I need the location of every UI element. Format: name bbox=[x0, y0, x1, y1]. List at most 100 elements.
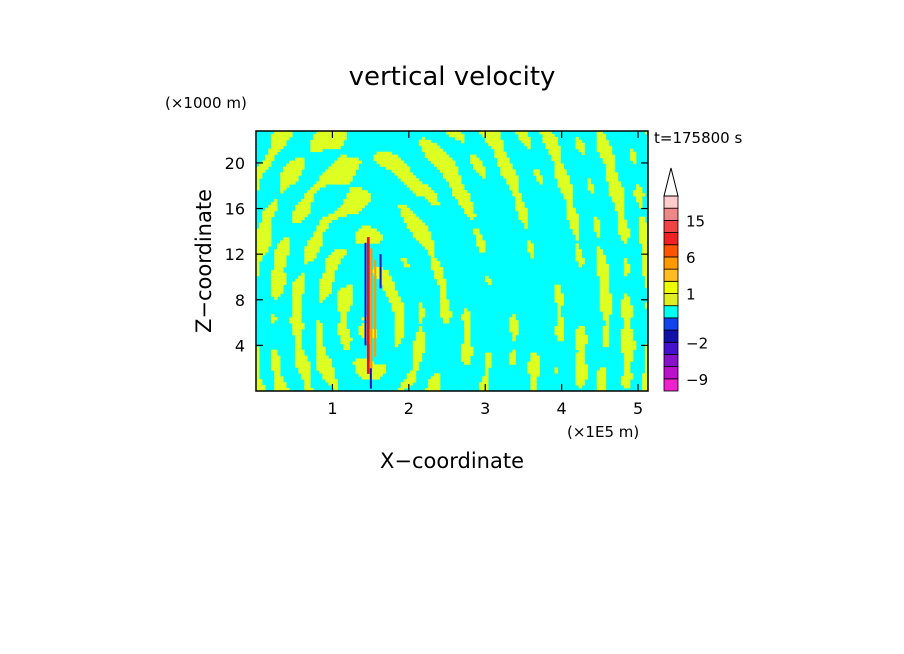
contour-positive-region bbox=[524, 222, 528, 226]
contour-positive-region bbox=[400, 207, 411, 212]
contour-positive-region bbox=[638, 225, 648, 229]
contour-positive-region bbox=[512, 193, 522, 197]
contour-positive-region bbox=[599, 284, 610, 288]
contour-positive-region bbox=[587, 187, 595, 191]
contour-positive-region bbox=[527, 145, 531, 150]
contour-positive-region bbox=[608, 190, 625, 194]
contour-positive-region bbox=[455, 136, 465, 141]
contour-positive-region bbox=[461, 139, 465, 144]
contour-positive-region bbox=[298, 367, 311, 371]
contour-positive-region bbox=[599, 281, 610, 286]
contour-positive-region bbox=[479, 246, 486, 250]
contour-positive-region bbox=[427, 379, 441, 383]
contour-positive-region bbox=[337, 305, 350, 309]
colorbar-tick-label: −9 bbox=[686, 371, 708, 389]
contour-positive-region bbox=[343, 201, 368, 206]
contour-positive-region bbox=[355, 358, 368, 362]
contour-positive-region bbox=[430, 263, 441, 268]
contour-positive-region bbox=[611, 196, 625, 200]
contour-positive-region bbox=[304, 249, 320, 253]
contour-positive-region bbox=[557, 323, 564, 327]
contour-positive-region bbox=[602, 343, 610, 348]
contour-positive-region bbox=[620, 234, 631, 238]
contour-positive-region bbox=[304, 385, 311, 389]
contour-positive-region bbox=[274, 385, 287, 389]
contour-positive-region bbox=[337, 157, 359, 161]
contour-positive-region bbox=[533, 172, 540, 176]
contour-positive-region bbox=[566, 201, 574, 206]
contour-positive-region bbox=[491, 145, 504, 150]
contour-positive-region bbox=[605, 175, 619, 179]
contour-positive-region bbox=[271, 349, 278, 353]
contour-positive-region bbox=[527, 243, 534, 247]
colorbar-tick-label: −2 bbox=[686, 334, 708, 352]
contour-positive-region bbox=[439, 311, 453, 315]
y-tick-label: 12 bbox=[225, 245, 245, 264]
contour-positive-region bbox=[638, 222, 648, 226]
y-axis-ticks: 4 8 12 16 20 bbox=[225, 154, 648, 355]
contour-positive-region bbox=[301, 198, 314, 203]
contour-positive-region bbox=[599, 308, 613, 312]
contour-positive-region bbox=[391, 308, 405, 312]
contour-positive-region bbox=[554, 299, 564, 303]
contour-positive-region bbox=[602, 160, 616, 164]
contour-positive-region bbox=[349, 190, 368, 194]
contour-positive-region bbox=[418, 320, 423, 324]
contour-positive-region bbox=[418, 317, 423, 321]
contour-positive-region bbox=[334, 249, 347, 253]
contour-positive-region bbox=[256, 352, 260, 356]
contour-positive-region bbox=[623, 355, 634, 359]
contour-positive-region bbox=[566, 204, 574, 209]
contour-positive-region bbox=[304, 258, 314, 262]
contour-positive-region bbox=[644, 355, 648, 359]
contour-positive-region bbox=[464, 326, 471, 330]
contour-positive-region bbox=[479, 382, 489, 386]
contour-positive-region bbox=[596, 136, 607, 141]
contour-positive-region bbox=[274, 249, 290, 253]
contour-positive-region bbox=[461, 204, 474, 209]
contour-positive-region bbox=[256, 376, 260, 380]
contour-positive-region bbox=[271, 139, 287, 144]
contour-positive-region bbox=[346, 193, 371, 197]
contour-positive-region bbox=[295, 358, 308, 362]
contour-positive-region bbox=[623, 258, 628, 262]
colorbar-segment bbox=[663, 219, 679, 233]
contour-positive-region bbox=[557, 302, 564, 306]
contour-positive-region bbox=[596, 269, 610, 274]
contour-positive-region bbox=[452, 193, 471, 197]
contour-positive-region bbox=[545, 145, 561, 150]
contour-positive-region bbox=[623, 361, 631, 365]
contour-positive-region bbox=[623, 370, 631, 374]
x-tick-label: 1 bbox=[327, 399, 337, 418]
contour-positive-region bbox=[464, 210, 474, 215]
contour-positive-region bbox=[566, 213, 580, 218]
contour-positive-region bbox=[464, 308, 468, 312]
contour-positive-region bbox=[641, 266, 648, 271]
contour-positive-region bbox=[641, 243, 648, 247]
contour-positive-region bbox=[277, 243, 290, 247]
contour-positive-region bbox=[400, 213, 417, 218]
contour-positive-region bbox=[581, 151, 586, 156]
plume-streak bbox=[364, 242, 367, 346]
contour-positive-region bbox=[629, 151, 637, 156]
contour-positive-region bbox=[596, 252, 604, 256]
contour-positive-region bbox=[596, 385, 607, 389]
contour-positive-region bbox=[644, 361, 648, 365]
colorbar-segment bbox=[663, 256, 679, 270]
contour-positive-region bbox=[608, 181, 622, 185]
contour-positive-region bbox=[412, 190, 435, 194]
contour-positive-region bbox=[334, 388, 338, 391]
contour-positive-region bbox=[271, 358, 281, 362]
contour-positive-region bbox=[316, 361, 332, 365]
contour-positive-region bbox=[623, 269, 631, 274]
contour-positive-region bbox=[500, 169, 516, 173]
contour-positive-region bbox=[295, 352, 305, 356]
contour-positive-region bbox=[620, 346, 637, 351]
contour-positive-region bbox=[406, 373, 417, 377]
contour-positive-region bbox=[334, 160, 362, 164]
contour-positive-region bbox=[554, 163, 564, 167]
contour-positive-region bbox=[638, 219, 646, 223]
contour-positive-region bbox=[262, 213, 275, 218]
contour-positive-region bbox=[551, 157, 561, 161]
